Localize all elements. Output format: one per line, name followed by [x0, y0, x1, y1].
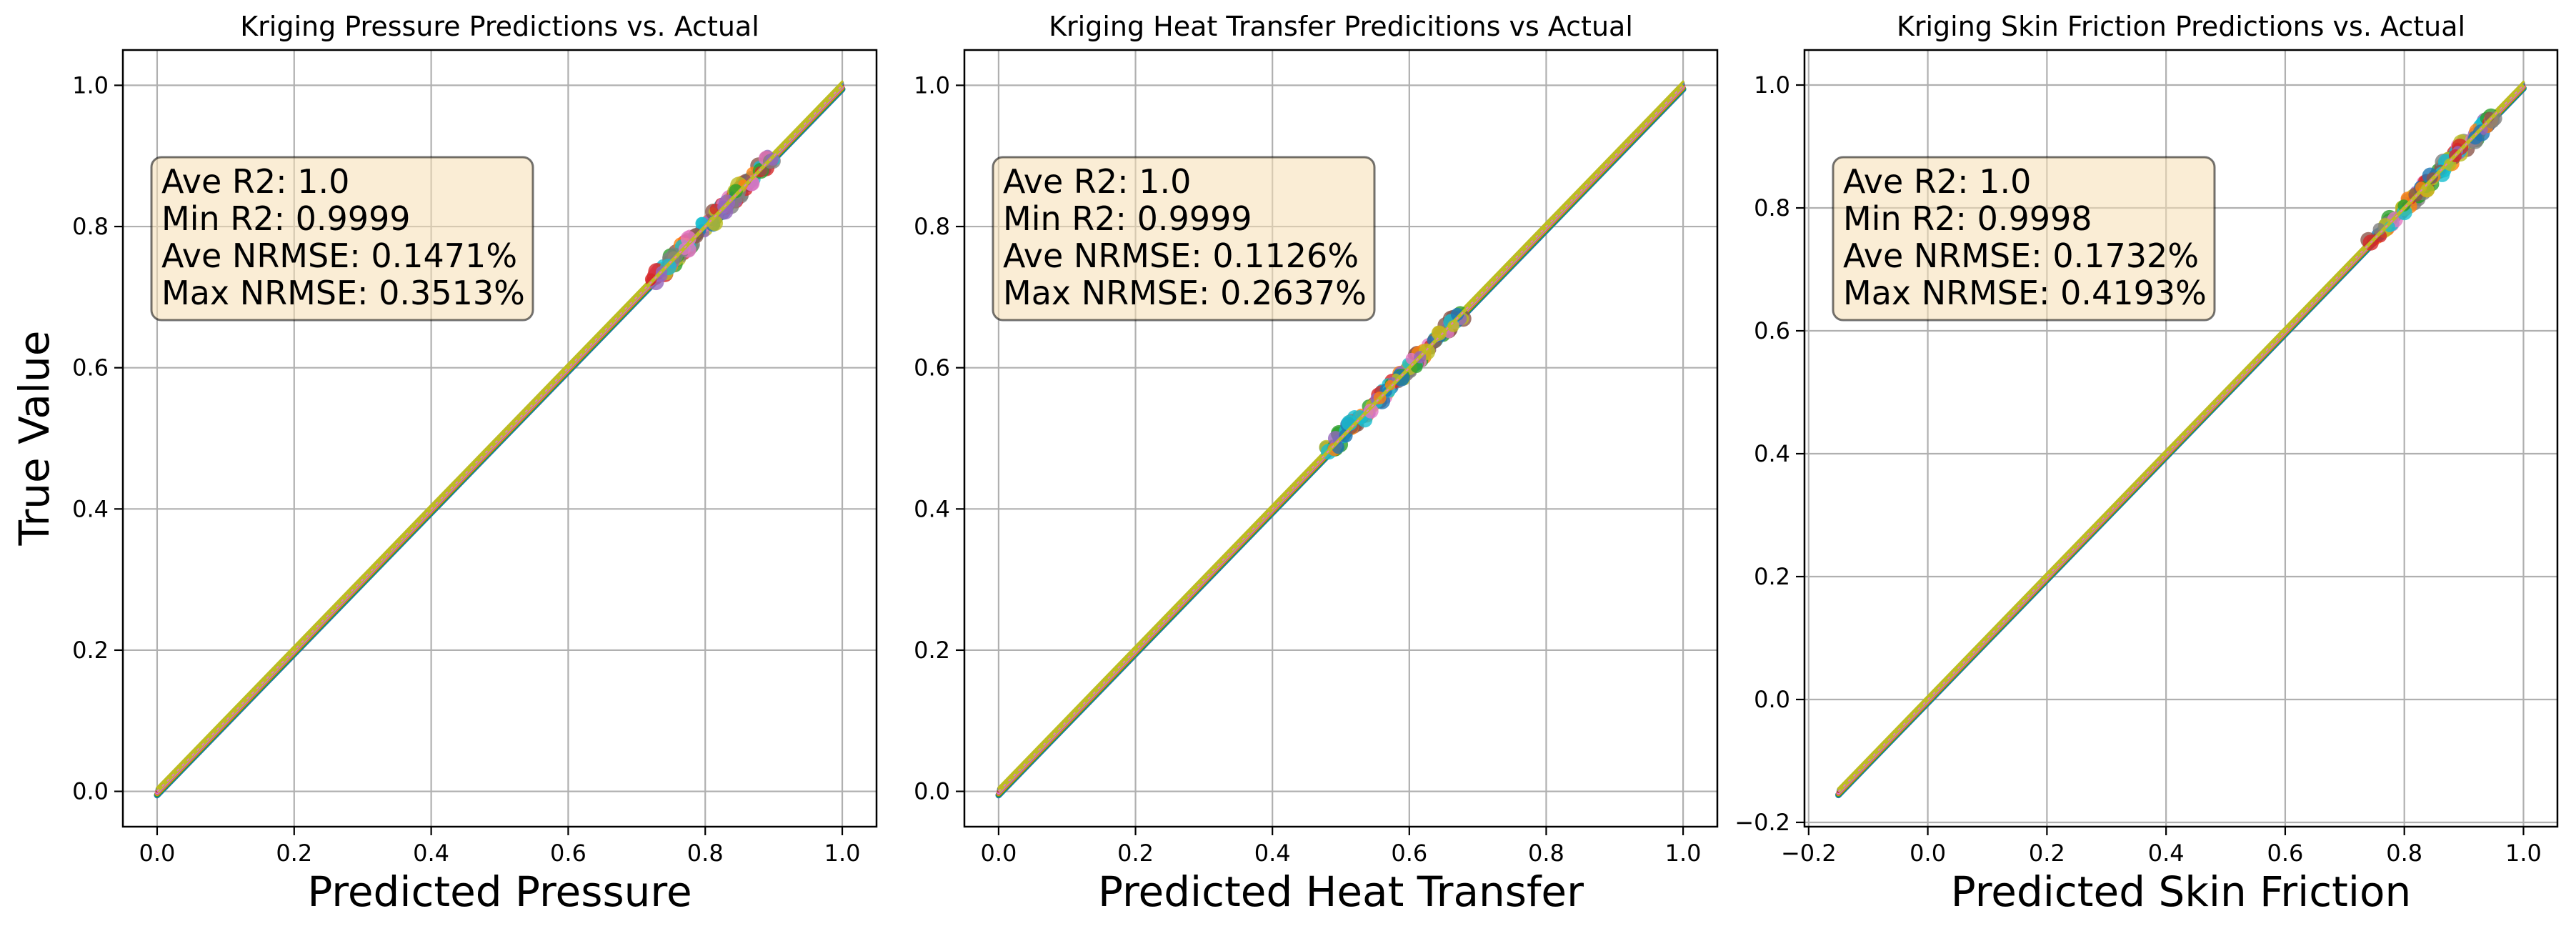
y-axis-label: True Value — [10, 331, 59, 547]
stats-line: Ave R2: 1.0 — [161, 162, 349, 201]
series-line — [997, 84, 1684, 793]
y-tick-label: 0.0 — [1754, 686, 1790, 713]
y-tick-label: 1.0 — [72, 71, 109, 99]
y-tick-label: 0.2 — [72, 637, 109, 664]
data-point — [1450, 307, 1464, 322]
data-point — [2468, 130, 2482, 145]
y-tick-label: 0.8 — [914, 213, 950, 240]
chart-title: Kriging Pressure Predictions vs. Actual — [240, 11, 759, 42]
y-tick-label: 0.6 — [72, 354, 109, 382]
x-tick-label: 0.4 — [413, 840, 449, 867]
stats-box — [150, 156, 534, 322]
x-tick-label: 0.0 — [139, 840, 176, 867]
y-tick-label: 0.2 — [1754, 563, 1790, 590]
x-tick-label: 1.0 — [2505, 840, 2542, 867]
stats-line: Ave R2: 1.0 — [1843, 162, 2031, 201]
y-tick-label: −0.2 — [1734, 809, 1790, 836]
x-tick-label: 0.8 — [687, 840, 724, 867]
stats-line: Min R2: 0.9999 — [161, 199, 411, 238]
y-tick-label: 0.8 — [72, 213, 109, 240]
x-tick-label: 0.0 — [1909, 840, 1946, 867]
x-axis-label: Predicted Pressure — [307, 867, 692, 916]
y-tick-label: 0.8 — [1754, 194, 1790, 221]
data-point — [680, 230, 697, 247]
y-tick-label: 0.6 — [914, 354, 950, 382]
y-tick-label: 1.0 — [1754, 71, 1790, 99]
x-tick-label: 0.4 — [2148, 840, 2185, 867]
axes-frame — [963, 49, 1719, 828]
y-tick-label: 0.4 — [914, 495, 950, 522]
x-tick-label: 0.2 — [276, 840, 312, 867]
x-tick-label: −0.2 — [1781, 840, 1837, 867]
stats-line: Max NRMSE: 0.2637% — [1003, 274, 1367, 312]
axes-frame — [1803, 49, 2559, 828]
y-tick-label: 0.6 — [1754, 317, 1790, 344]
stats-line: Max NRMSE: 0.3513% — [161, 274, 525, 312]
series-line — [156, 84, 844, 793]
x-tick-label: 0.8 — [1528, 840, 1564, 867]
stats-line: Ave NRMSE: 0.1471% — [161, 237, 517, 275]
data-point — [1363, 403, 1379, 419]
chart-panel-1: 0.0 0.2 0.4 0.6 0.8 1.0 0.0 0.2 0.4 0.6 0.8 1.0 Krig… — [72, 11, 878, 916]
x-tick-label: 0.6 — [550, 840, 586, 867]
chart-title: Kriging Heat Transfer Predicitions vs Ac… — [1049, 11, 1633, 42]
x-axis-label: Predicted Skin Friction — [1951, 867, 2412, 916]
y-tick-label: 0.2 — [914, 637, 950, 664]
series-line — [1837, 84, 2525, 793]
x-tick-label: 0.2 — [2029, 840, 2065, 867]
y-tick-label: 0.0 — [72, 778, 109, 805]
y-tick-label: 0.4 — [1754, 440, 1790, 467]
plot-area — [995, 80, 1687, 799]
stats-box — [1832, 156, 2216, 322]
x-axis-label: Predicted Heat Transfer — [1098, 867, 1584, 916]
stats-line: Min R2: 0.9999 — [1003, 199, 1252, 238]
data-point — [729, 184, 743, 199]
y-tick-label: 0.4 — [72, 495, 109, 522]
stats-box — [992, 156, 1376, 322]
axes-frame — [121, 49, 878, 828]
stats-line: Ave NRMSE: 0.1732% — [1843, 237, 2199, 275]
x-tick-label: 0.4 — [1254, 840, 1291, 867]
stats-line: Ave R2: 1.0 — [1003, 162, 1191, 201]
stats-line: Ave NRMSE: 0.1126% — [1003, 237, 1359, 275]
data-point — [1431, 325, 1447, 341]
stats-line: Min R2: 0.9998 — [1843, 199, 2092, 238]
chart-title: Kriging Skin Friction Predictions vs. Ac… — [1897, 11, 2465, 42]
x-tick-label: 0.0 — [980, 840, 1017, 867]
x-tick-label: 1.0 — [824, 840, 861, 867]
x-tick-label: 0.8 — [2386, 840, 2422, 867]
x-tick-label: 0.6 — [1391, 840, 1427, 867]
chart-panel-2: 0.0 0.2 0.4 0.6 0.8 1.0 0.0 0.2 0.4 0.6 0.8 1.0 Krig… — [914, 11, 1719, 916]
x-tick-label: 1.0 — [1665, 840, 1702, 867]
plot-area — [154, 80, 846, 799]
chart-panel-3: −0.2 0.0 0.2 0.4 0.6 0.8 1.0 −0.2 0.0 0.2 0.4 0.6 0.… — [1734, 11, 2559, 916]
y-tick-label: 0.0 — [914, 778, 950, 805]
x-tick-label: 0.6 — [2267, 840, 2303, 867]
plot-area — [1835, 80, 2527, 799]
data-point — [2397, 199, 2410, 212]
stats-line: Max NRMSE: 0.4193% — [1843, 274, 2207, 312]
y-tick-label: 1.0 — [914, 71, 950, 99]
x-tick-label: 0.2 — [1117, 840, 1154, 867]
